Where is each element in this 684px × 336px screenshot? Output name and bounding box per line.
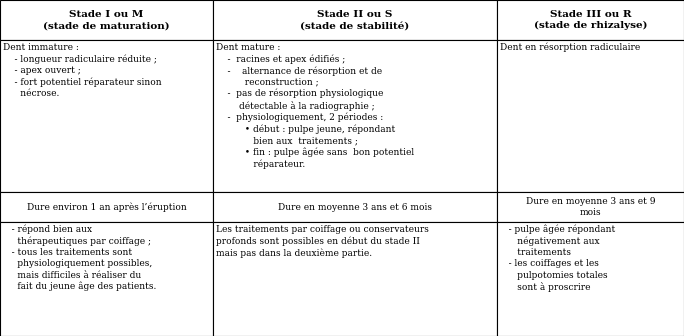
Bar bbox=[497, 0, 684, 40]
Text: Stade III ou R
(stade de rhizalyse): Stade III ou R (stade de rhizalyse) bbox=[534, 10, 647, 30]
Bar bbox=[213, 192, 497, 222]
Bar bbox=[0, 0, 213, 40]
Text: Dent mature :
    -  racines et apex édifiés ;
    -    alternance de résorption: Dent mature : - racines et apex édifiés … bbox=[216, 43, 414, 169]
Bar bbox=[213, 0, 497, 40]
Bar bbox=[0, 40, 213, 192]
Bar bbox=[497, 192, 684, 222]
Text: Dure environ 1 an après l’éruption: Dure environ 1 an après l’éruption bbox=[27, 202, 186, 212]
Text: Stade I ou M
(stade de maturation): Stade I ou M (stade de maturation) bbox=[43, 10, 170, 30]
Bar bbox=[213, 40, 497, 192]
Bar bbox=[497, 222, 684, 336]
Text: - répond bien aux
     thérapeutiques par coiffage ;
   - tous les traitements s: - répond bien aux thérapeutiques par coi… bbox=[3, 225, 157, 291]
Bar bbox=[497, 40, 684, 192]
Text: Dure en moyenne 3 ans et 6 mois: Dure en moyenne 3 ans et 6 mois bbox=[278, 203, 432, 211]
Bar bbox=[0, 222, 213, 336]
Bar bbox=[213, 222, 497, 336]
Bar bbox=[0, 192, 213, 222]
Text: Dent en résorption radiculaire: Dent en résorption radiculaire bbox=[500, 43, 640, 52]
Text: Dent immature :
    - longueur radiculaire réduite ;
    - apex ouvert ;
    - f: Dent immature : - longueur radiculaire r… bbox=[3, 43, 161, 98]
Text: Stade II ou S
(stade de stabilité): Stade II ou S (stade de stabilité) bbox=[300, 10, 410, 30]
Text: - pulpe âgée répondant
      négativement aux
      traitements
   - les coiffag: - pulpe âgée répondant négativement aux … bbox=[500, 225, 615, 292]
Text: Dure en moyenne 3 ans et 9
mois: Dure en moyenne 3 ans et 9 mois bbox=[526, 197, 655, 217]
Text: Les traitements par coiffage ou conservateurs
profonds sont possibles en début d: Les traitements par coiffage ou conserva… bbox=[216, 225, 429, 257]
